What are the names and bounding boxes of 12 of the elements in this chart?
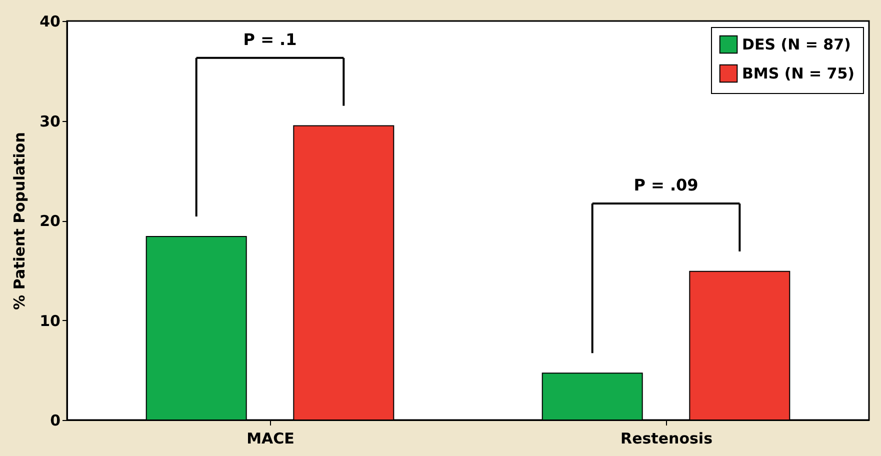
y-tick-label: 30 bbox=[40, 112, 60, 130]
y-tick-label: 0 bbox=[50, 412, 60, 430]
y-tick-label: 10 bbox=[40, 312, 60, 330]
y-tick-label: 40 bbox=[40, 12, 60, 30]
legend-label: BMS (N = 75) bbox=[742, 64, 855, 82]
x-tick-label: Restenosis bbox=[620, 430, 713, 448]
annotation: P = .09 bbox=[634, 176, 698, 195]
y-axis-title: % Patient Population bbox=[10, 132, 29, 310]
legend-label: DES (N = 87) bbox=[742, 36, 851, 54]
annotation: P = .1 bbox=[243, 30, 297, 49]
x-tick-label: MACE bbox=[246, 430, 294, 448]
y-tick-label: 20 bbox=[40, 212, 60, 230]
